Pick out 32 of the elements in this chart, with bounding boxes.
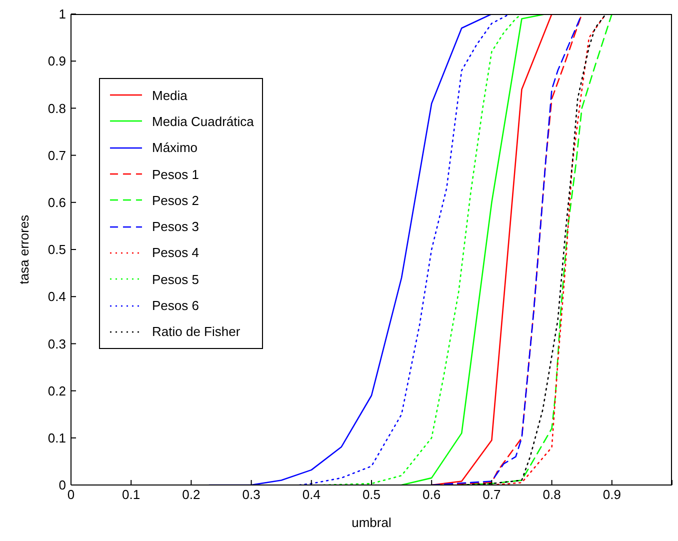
y-tick-label: 0: [58, 478, 66, 493]
x-axis-title: umbral: [352, 515, 392, 530]
legend-label: Pesos 5: [152, 272, 199, 287]
legend-label: Media: [152, 88, 188, 103]
y-axis-title: tasa errores: [16, 214, 32, 284]
x-tick-label: 0.1: [122, 487, 140, 502]
y-tick-label: 1: [58, 6, 66, 22]
legend-label: Pesos 2: [152, 192, 199, 208]
legend-label: Pesos 3: [152, 219, 199, 234]
y-tick-label: 0.8: [48, 100, 66, 116]
y-tick-label: 0.5: [48, 242, 66, 258]
legend-label: Pesos 1: [152, 166, 199, 182]
x-tick-label: 0.9: [602, 487, 621, 502]
y-tick-label: 0.9: [48, 54, 66, 69]
x-tick-label: 0.7: [482, 487, 501, 502]
x-tick-label: 0.8: [542, 487, 561, 502]
y-tick-label: 0.6: [48, 195, 66, 210]
x-tick-label: 0.3: [242, 487, 260, 502]
x-tick-label: 0.2: [182, 487, 200, 502]
legend-label: Ratio de Fisher: [152, 324, 240, 340]
y-tick-label: 0.7: [48, 148, 66, 163]
legend-label: Máximo: [152, 140, 198, 156]
legend-label: Media Cuadrática: [152, 114, 254, 129]
legend-label: Pesos 4: [152, 245, 199, 260]
y-tick-label: 0.1: [48, 430, 66, 446]
x-tick-label: 0.4: [302, 487, 320, 502]
x-tick-label: 0.5: [362, 487, 381, 502]
legend-label: Pesos 6: [152, 298, 199, 314]
y-tick-label: 0.3: [48, 336, 66, 352]
x-tick-label: 0.6: [422, 487, 441, 502]
y-tick-label: 0.4: [48, 289, 66, 304]
y-tick-label: 0.2: [48, 383, 66, 398]
